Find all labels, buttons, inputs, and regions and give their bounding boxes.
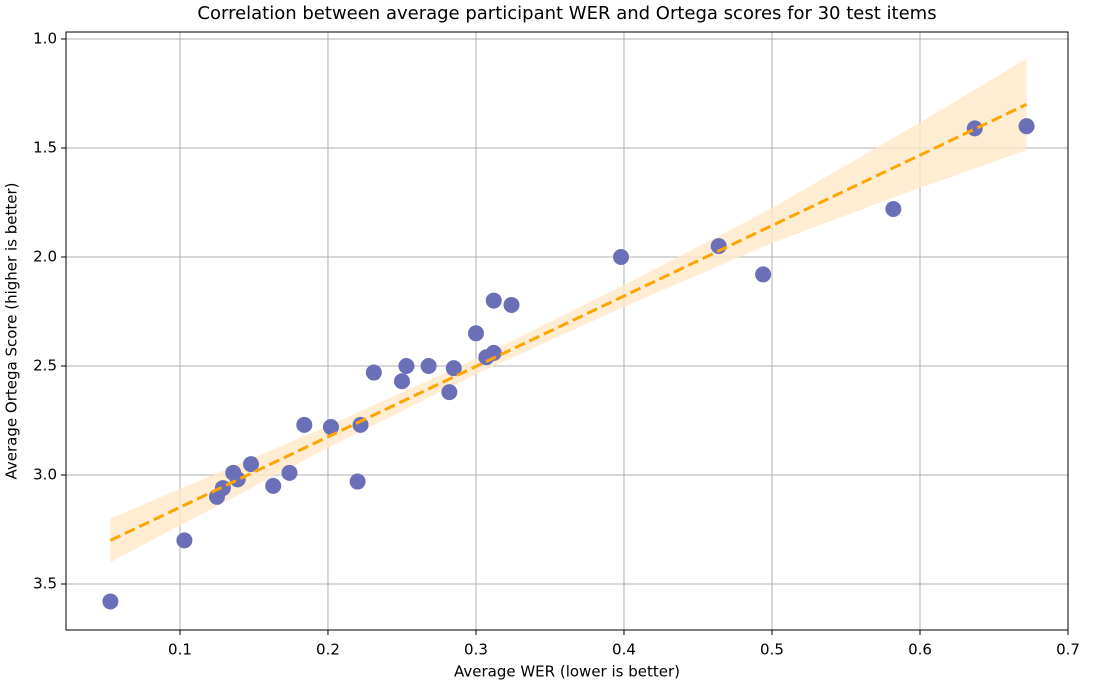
x-tick-label: 0.3	[464, 641, 488, 659]
plot-frame	[65, 31, 1069, 631]
point	[281, 464, 298, 481]
point	[485, 344, 502, 361]
y-tick-label: 3.0	[33, 465, 57, 483]
x-tick-label: 0.2	[316, 641, 340, 659]
x-axis-label: Average WER (lower is better)	[454, 663, 680, 681]
point	[176, 532, 193, 549]
x-tick-label: 0.1	[168, 641, 192, 659]
x-tick-label: 0.4	[612, 641, 636, 659]
point	[966, 120, 983, 137]
x-tick-label: 0.5	[760, 641, 784, 659]
y-tick-label: 3.5	[33, 575, 57, 593]
y-tick-label: 1.0	[33, 29, 57, 47]
x-tick-label: 0.6	[908, 641, 932, 659]
point	[349, 473, 366, 490]
y-tick-label: 1.5	[33, 138, 57, 156]
point	[503, 296, 520, 313]
y-axis-label: Average Ortega Score (higher is better)	[3, 183, 21, 480]
point	[265, 477, 282, 494]
point	[296, 416, 313, 433]
point	[445, 360, 462, 377]
point	[398, 357, 415, 374]
x-tick-label: 0.7	[1056, 641, 1080, 659]
point	[365, 364, 382, 381]
point	[755, 266, 772, 283]
chart-title: Correlation between average participant …	[197, 3, 936, 24]
regression-line	[109, 103, 1028, 542]
point	[322, 419, 339, 436]
confidence-band	[110, 58, 1027, 563]
y-tick-label: 2.5	[33, 356, 57, 374]
point	[885, 201, 902, 218]
point	[441, 384, 458, 401]
point	[102, 593, 119, 610]
y-tick-label: 2.0	[33, 247, 57, 265]
point	[393, 373, 410, 390]
point	[613, 248, 630, 265]
point	[229, 471, 246, 488]
point	[420, 357, 437, 374]
point	[485, 292, 502, 309]
point	[243, 456, 260, 473]
point	[1018, 118, 1035, 135]
point	[467, 325, 484, 342]
